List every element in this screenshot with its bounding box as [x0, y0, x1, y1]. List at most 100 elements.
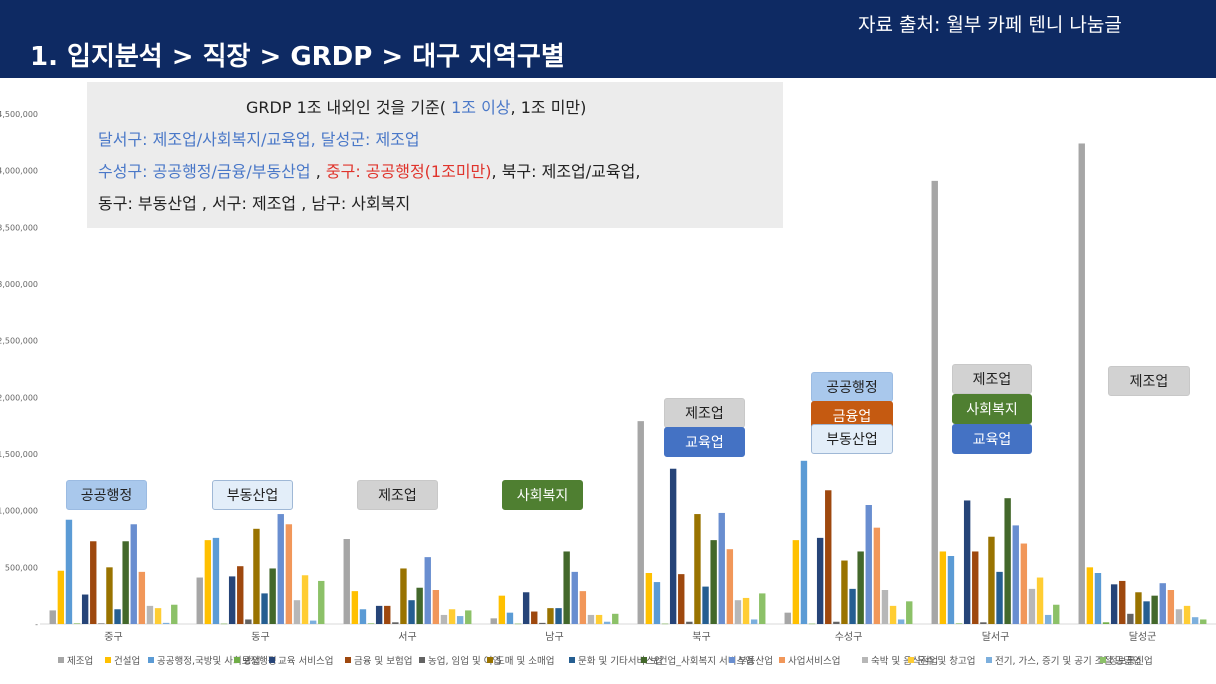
bar — [138, 571, 146, 624]
bar — [718, 512, 725, 624]
bar — [816, 537, 824, 624]
legend-swatch — [345, 657, 351, 663]
legend-item: 숙박 및 음식점업 — [862, 655, 938, 669]
y-tick-label: 2,500,000 — [0, 337, 38, 346]
bar — [531, 611, 538, 624]
bar — [947, 556, 955, 624]
bar — [122, 541, 129, 624]
bar — [81, 594, 89, 624]
legend-label: 숙박 및 음식점업 — [871, 656, 939, 667]
bar — [555, 608, 562, 624]
bar — [400, 568, 407, 624]
bar — [1053, 604, 1060, 624]
legend-swatch — [729, 657, 735, 663]
bar — [897, 619, 905, 624]
bar — [808, 623, 816, 625]
y-tick-label: 2,000,000 — [0, 393, 38, 402]
industry-tag: 제조업 — [664, 398, 745, 428]
bar — [498, 595, 506, 624]
bar — [750, 619, 758, 624]
bar — [734, 600, 742, 624]
bar — [162, 622, 170, 624]
bar — [522, 592, 530, 624]
bar — [996, 571, 1003, 624]
header-banner: 1. 입지분석 > 직장 > GRDP > 대구 지역구별 자료 출처: 월부 … — [0, 0, 1216, 78]
bar — [285, 524, 293, 624]
bar — [833, 621, 840, 624]
bar — [57, 570, 65, 624]
legend-item: 운수 및 창고업 — [908, 655, 975, 669]
criteria-line-1: GRDP 1조 내외인 것을 기준( 1조 이상, 1조 미만) — [246, 94, 586, 118]
bar — [686, 621, 693, 624]
x-category-label: 달성군 — [1129, 631, 1157, 643]
legend-item: 보건업_사회복지 서비스업 — [641, 655, 754, 669]
bar — [196, 577, 203, 624]
bar — [603, 621, 611, 624]
bar — [669, 468, 677, 624]
legend-label: 광업 — [243, 656, 261, 667]
bar — [988, 536, 995, 624]
industry-tag: 사회복지 — [952, 394, 1032, 424]
legend-swatch — [419, 657, 425, 663]
bar — [1102, 622, 1110, 624]
legend-label: 보건업_사회복지 서비스업 — [650, 656, 754, 667]
bar — [1094, 573, 1102, 624]
bar — [1127, 613, 1134, 624]
legend-item: 광업 — [234, 655, 260, 669]
bar — [955, 623, 963, 624]
bar — [1167, 590, 1175, 624]
legend-label: 전기, 가스, 증기 및 공기 조절 공급업 — [995, 656, 1142, 667]
bar — [595, 614, 603, 624]
bar — [800, 460, 808, 624]
legend-swatch — [487, 657, 493, 663]
bar — [351, 591, 359, 624]
bar — [1110, 584, 1118, 624]
industry-tag: 공공행정 — [66, 480, 147, 510]
bar — [759, 593, 766, 624]
bar — [1191, 617, 1199, 624]
industry-tag: 제조업 — [1108, 366, 1190, 396]
bar — [881, 590, 889, 624]
bar — [73, 623, 81, 624]
bar — [514, 623, 522, 625]
bar — [212, 537, 220, 624]
bar — [1078, 143, 1085, 624]
legend-label: 사업서비스업 — [788, 656, 841, 667]
bar — [318, 580, 325, 624]
criteria-line-1-blue: 1조 이상 — [446, 98, 511, 117]
bar — [1036, 577, 1044, 624]
bar — [1012, 525, 1019, 624]
bar — [359, 609, 367, 624]
y-tick-label: - — [35, 620, 38, 629]
industry-tag: 교육업 — [664, 427, 745, 457]
bar — [702, 586, 709, 624]
bar — [490, 618, 497, 624]
bar — [146, 605, 154, 624]
bar — [571, 571, 578, 624]
suseong-note: 수성구: 공공행정/금융/부동산업 — [98, 162, 311, 181]
bar — [424, 557, 431, 624]
bar — [972, 551, 979, 624]
bar — [440, 614, 448, 624]
bar — [587, 614, 595, 624]
legend-swatch — [1100, 657, 1106, 663]
legend-swatch — [148, 657, 154, 663]
legend-label: 운수 및 창고업 — [917, 656, 976, 667]
bar — [392, 622, 399, 624]
bar — [375, 605, 383, 624]
bar — [653, 582, 661, 624]
bar — [865, 505, 872, 624]
bar — [1175, 609, 1183, 624]
industry-tag: 공공행정 — [811, 372, 893, 402]
bar — [171, 604, 178, 624]
legend-swatch — [569, 657, 575, 663]
y-tick-label: 500,000 — [5, 563, 38, 572]
industry-tag: 제조업 — [952, 364, 1032, 394]
x-category-label: 북구 — [692, 631, 710, 643]
bar — [1135, 592, 1142, 624]
bar — [277, 514, 284, 624]
bar — [237, 566, 244, 624]
bar — [931, 180, 938, 624]
bar — [1143, 601, 1150, 624]
y-tick-label: 1,500,000 — [0, 450, 38, 459]
